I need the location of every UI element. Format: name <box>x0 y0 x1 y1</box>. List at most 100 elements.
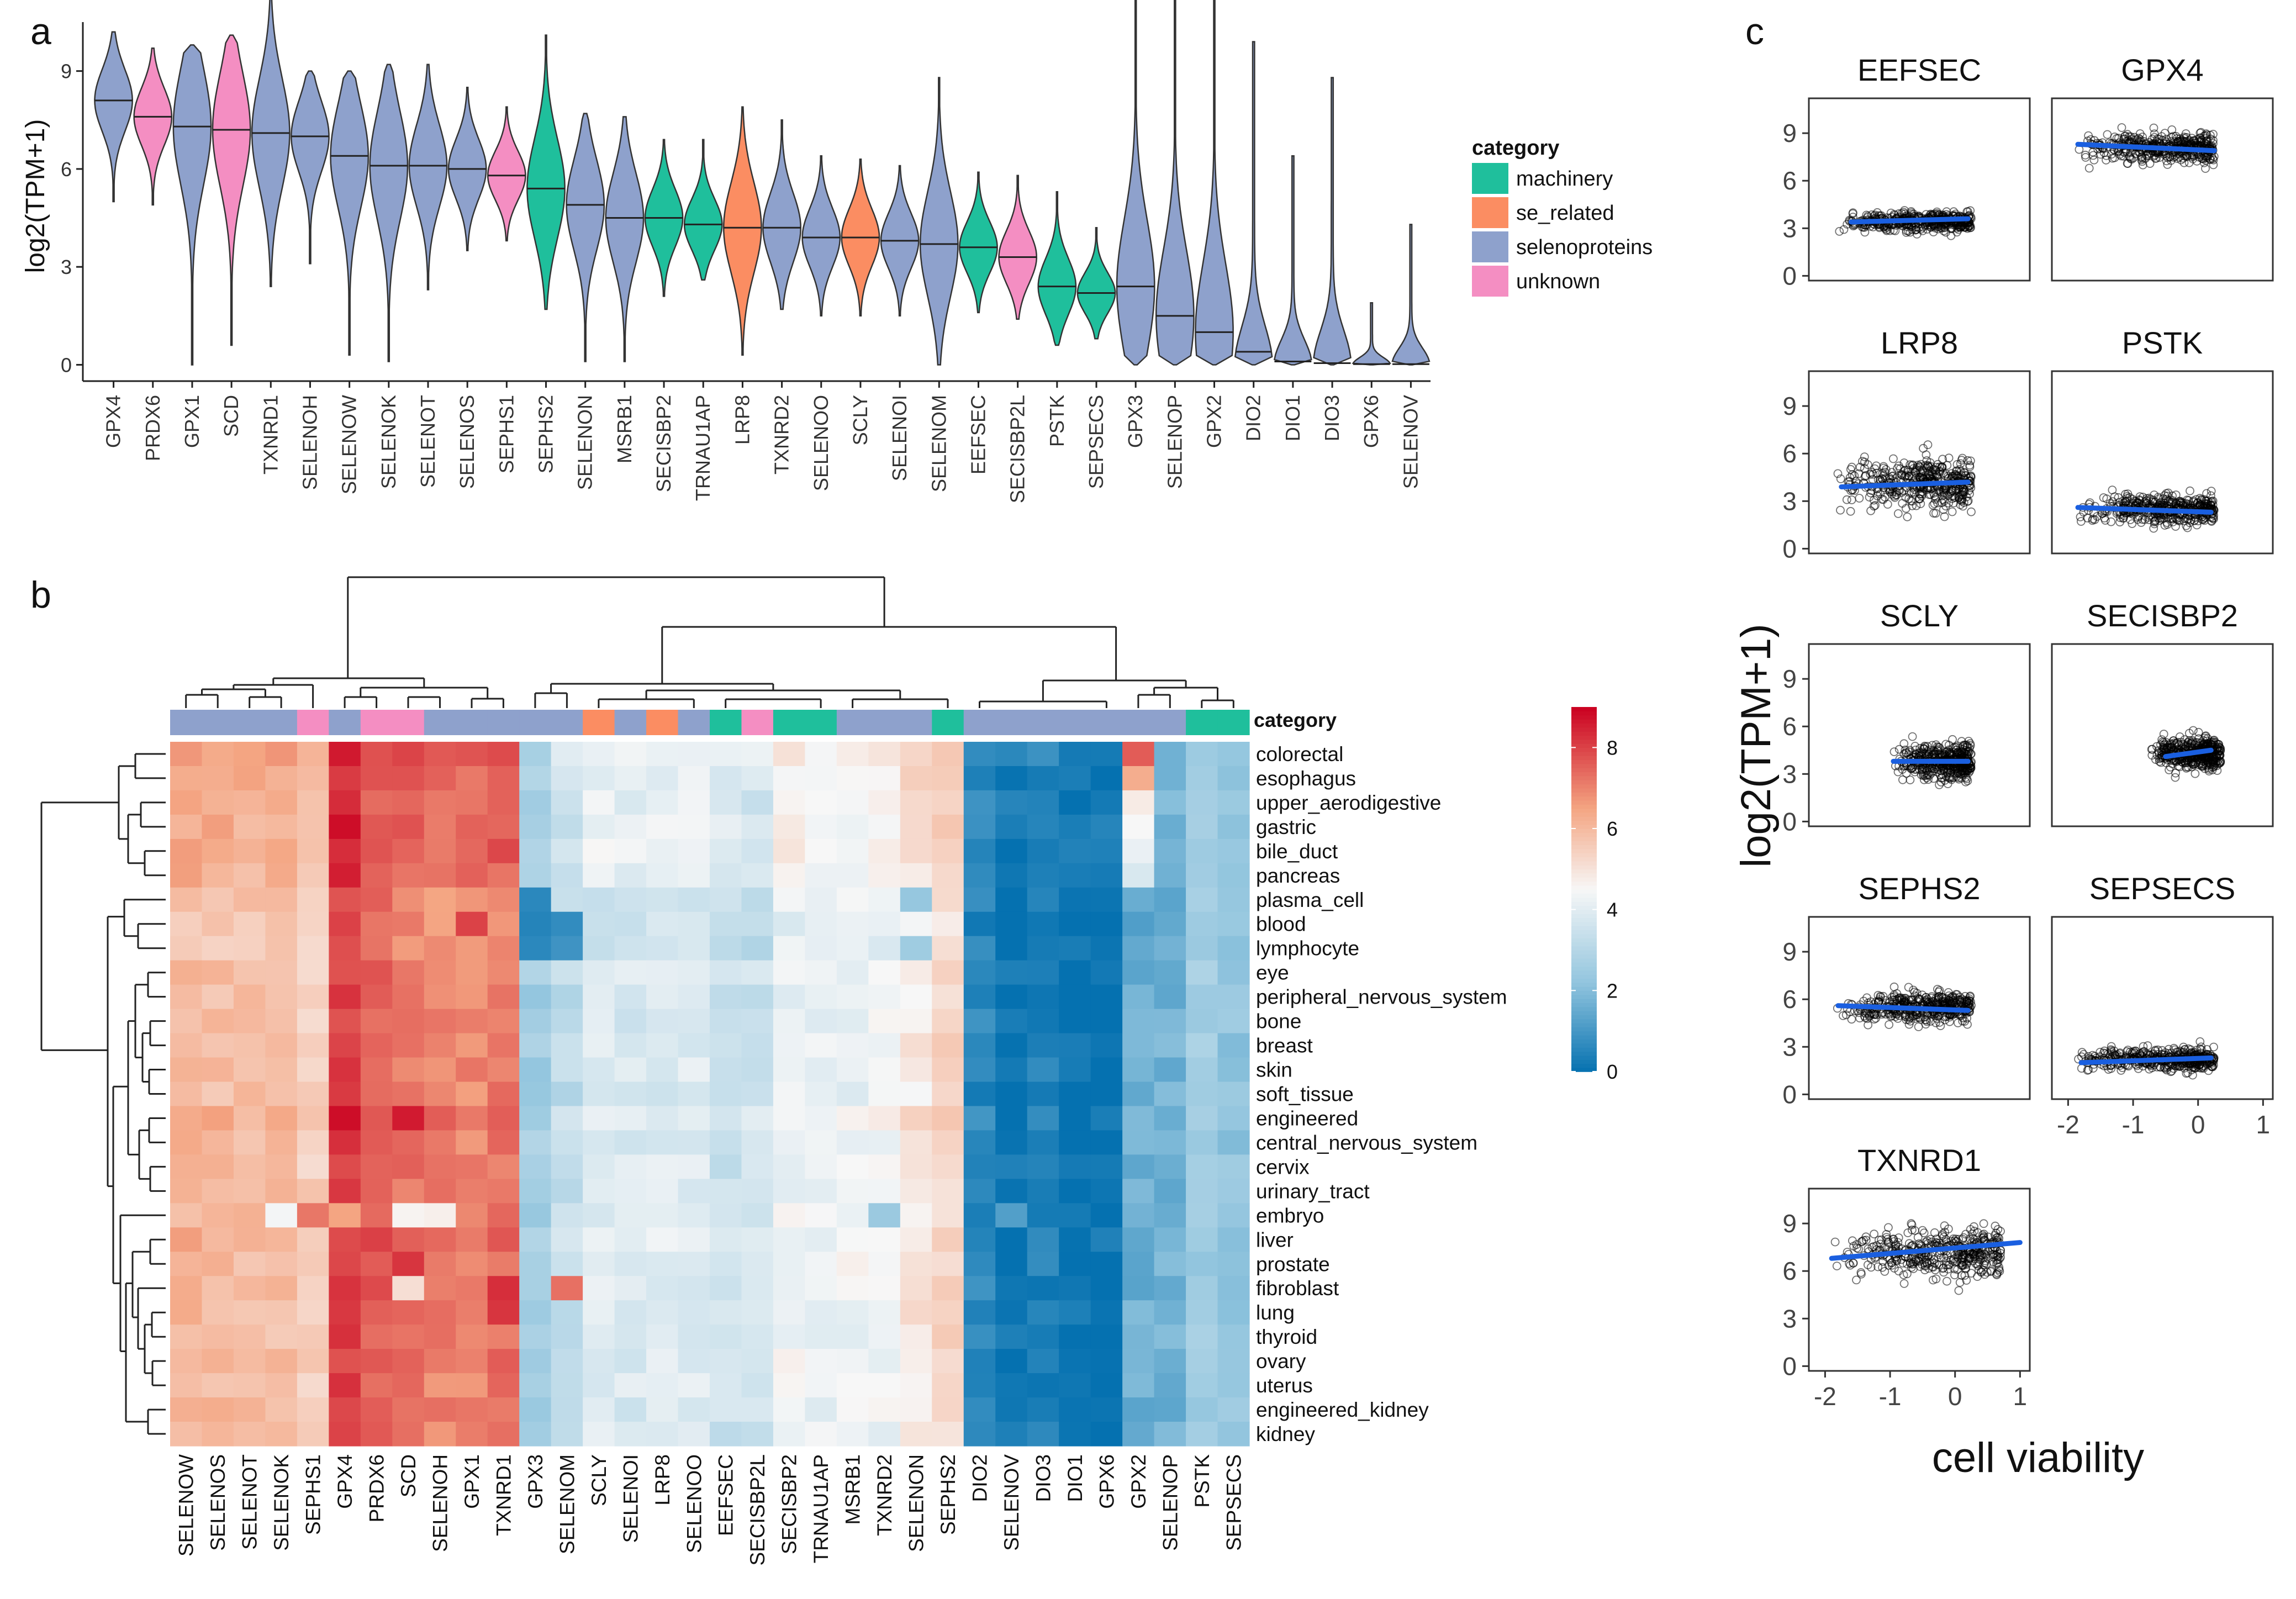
legend-label-se_related: se_related <box>1516 202 1614 225</box>
heatmap-cell <box>741 1422 774 1447</box>
colorbar-segment <box>1571 1043 1597 1048</box>
heatmap-cell <box>1122 1033 1155 1058</box>
scatter-point <box>2170 1043 2179 1053</box>
scatter-point <box>1899 750 1909 758</box>
heatmap-cell <box>741 1179 774 1204</box>
scatter-point <box>2192 520 2202 530</box>
heatmap-cell <box>202 1227 234 1252</box>
heatmap-cell <box>1217 960 1250 985</box>
heatmap-cell <box>519 911 552 937</box>
heatmap-cell <box>329 1324 361 1349</box>
scatter-point <box>2194 727 2203 737</box>
heatmap-cell <box>963 1397 996 1422</box>
heatmap-cell <box>1059 814 1091 840</box>
heatmap-cell <box>646 790 679 815</box>
heatmap-cell <box>487 1373 520 1398</box>
panel-b-letter: b <box>30 574 51 616</box>
heatmap-cell <box>614 1009 647 1034</box>
heatmap-cell <box>583 1130 615 1155</box>
heatmap-cell <box>1186 814 1218 840</box>
heatmap-cell <box>805 1033 837 1058</box>
heatmap-cell <box>1122 766 1155 791</box>
scatter-point <box>1869 1010 1878 1019</box>
heatmap-cell <box>360 1300 393 1325</box>
heatmap-cell <box>773 887 806 912</box>
heatmap-cell <box>900 1300 932 1325</box>
violin-x-label-SCD: SCD <box>220 395 242 437</box>
heatmap-cell <box>1186 887 1218 912</box>
scatter-point <box>1940 1015 1950 1025</box>
heatmap-cell <box>932 1179 964 1204</box>
heatmap-cell <box>868 1422 901 1447</box>
heatmap-cell <box>233 1276 266 1301</box>
facet-fit-line <box>2075 505 2214 515</box>
colorbar-segment <box>1571 808 1597 813</box>
annotation-cell-SEPHS2 <box>932 710 964 735</box>
colorbar-segment <box>1571 772 1597 777</box>
scatter-point <box>2126 515 2135 524</box>
colorbar-segment <box>1571 893 1597 898</box>
violin-GPX2 <box>1195 0 1234 366</box>
scatter-point <box>1899 739 1909 748</box>
colorbar-segment <box>1571 719 1597 724</box>
heatmap-cell <box>963 1081 996 1107</box>
heatmap-cell <box>233 790 266 815</box>
scatter-point <box>2163 488 2173 498</box>
row-label-plasma_cell: plasma_cell <box>1256 889 1364 911</box>
heatmap-cell <box>1154 911 1186 937</box>
heatmap-cell <box>805 1422 837 1447</box>
heatmap-cell <box>1059 1203 1091 1228</box>
facet-fit-line <box>2163 747 2214 759</box>
heatmap-cell <box>456 911 488 937</box>
colorbar-segment <box>1571 909 1597 914</box>
heatmap-cell <box>900 766 932 791</box>
annotation-cell-DIO1 <box>1059 710 1091 735</box>
legend-swatch-se_related <box>1472 197 1508 228</box>
heatmap-cell <box>805 960 837 985</box>
colorbar-segment <box>1571 978 1597 983</box>
violin-SECISBP2L <box>998 175 1038 320</box>
heatmap-cell <box>1122 887 1155 912</box>
heatmap-cell <box>1059 1373 1091 1398</box>
scatter-point <box>1866 506 1876 515</box>
heatmap-cell <box>963 1009 996 1034</box>
heatmap-cell <box>265 863 298 888</box>
heatmap-cell <box>233 766 266 791</box>
row-dendrogram <box>40 753 166 1435</box>
heatmap-cell <box>1186 1252 1218 1276</box>
heatmap-cell <box>900 1349 932 1374</box>
heatmap-cell <box>424 1324 456 1349</box>
colorbar-segment <box>1571 1006 1597 1011</box>
heatmap-cell <box>265 1349 298 1374</box>
heatmap-cell <box>710 863 742 888</box>
heatmap-cell <box>836 1324 869 1349</box>
heatmap-cell <box>932 887 964 912</box>
heatmap-cell <box>805 936 837 961</box>
col-label-GPX1: GPX1 <box>461 1454 483 1509</box>
scatter-panel: EEFSEC0369GPX4LRP80369PSTKSCLY0369SECISB… <box>1733 52 2274 1481</box>
heatmap-cell <box>995 1300 1028 1325</box>
colorbar-segment <box>1571 759 1597 764</box>
heatmap-cell <box>900 742 932 767</box>
heatmap-cell <box>456 960 488 985</box>
scatter-point <box>2081 150 2090 160</box>
heatmap-cell <box>963 1179 996 1204</box>
heatmap-cell <box>710 742 742 767</box>
scatter-point <box>1935 780 1944 789</box>
scatter-point <box>1920 771 1930 780</box>
scatter-point <box>1894 745 1904 754</box>
heatmap-cell <box>329 984 361 1010</box>
scatter-point <box>1885 1020 1894 1029</box>
colorbar-segment <box>1571 990 1597 995</box>
colorbar-segment <box>1571 820 1597 825</box>
heatmap-cell <box>1059 1276 1091 1301</box>
heatmap-cell <box>360 1057 393 1083</box>
annotation-cell-TXNRD1 <box>487 710 520 735</box>
scatter-point <box>1952 228 1961 237</box>
heatmap-cell <box>329 1252 361 1276</box>
heatmap-cell <box>360 1154 393 1179</box>
scatter-point <box>2102 494 2112 503</box>
heatmap-cell <box>1122 1154 1155 1179</box>
col-label-GPX6: GPX6 <box>1095 1454 1118 1509</box>
heatmap-cell <box>646 838 679 864</box>
